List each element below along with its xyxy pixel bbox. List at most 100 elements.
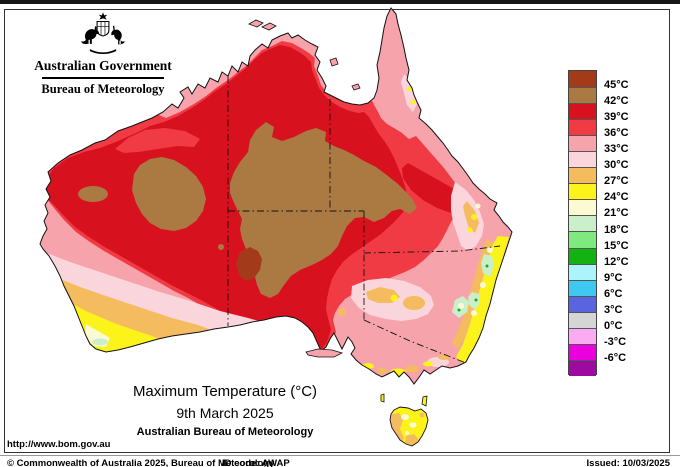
- government-title: Australian Government: [34, 58, 172, 73]
- legend-color-swatch: [569, 103, 596, 120]
- king-island: [380, 393, 385, 403]
- footer-strip: © Commonwealth of Australia 2025, Bureau…: [0, 455, 680, 467]
- band-21-24-tas3: [405, 431, 409, 435]
- flinders-island: [421, 395, 428, 407]
- band-27-30-tas-west: [390, 413, 404, 445]
- map-date: 9th March 2025: [176, 405, 274, 421]
- legend-color-swatch: [569, 215, 596, 232]
- tiwi-island2: [261, 22, 277, 31]
- band-42-45-central: [230, 122, 417, 298]
- legend-tick-label: 9°C: [604, 271, 623, 284]
- bom-url: http://www.bom.gov.au: [7, 439, 111, 450]
- legend-tick-label: 15°C: [604, 239, 629, 252]
- legend-color-swatch: [569, 87, 596, 104]
- legend-color-swatch: [569, 119, 596, 136]
- legend-tick-label: -3°C: [604, 335, 627, 348]
- mainland-coastline: [39, 7, 513, 385]
- legend-color-swatch: [569, 311, 596, 328]
- legend-color-swatch: [569, 151, 596, 168]
- groote-island: [329, 57, 339, 67]
- legend-tick-label: 42°C: [604, 95, 629, 108]
- legend-color-swatch: [569, 263, 596, 280]
- band-24-27-qld-dot: [471, 214, 477, 220]
- legend-tick-label: 36°C: [604, 127, 629, 140]
- band-27-30-vic2: [438, 354, 450, 360]
- caption-block: Maximum Temperature (°C) 9th March 2025 …: [75, 383, 375, 438]
- band-21-24-nsw-dot3: [471, 310, 477, 316]
- logo-divider: [42, 77, 164, 79]
- band-21-24-tas2: [409, 422, 417, 428]
- legend-color-swatch: [569, 327, 596, 344]
- band-42-45-wa-west: [78, 186, 108, 202]
- australian-coat-of-arms-icon: [81, 12, 125, 55]
- legend-color-swatch: [569, 279, 596, 296]
- temperature-legend: 45°C 42°C 39°C 36°C 33°C 30°C 27°C 24°C 21°C 18°C…: [568, 70, 648, 376]
- legend-tick-label: 18°C: [604, 223, 629, 236]
- band-27-30-nsw2: [403, 296, 425, 310]
- legend-color-swatch: [569, 167, 596, 184]
- legend-tick-label: 6°C: [604, 287, 623, 300]
- band-21-24-tas: [401, 414, 409, 420]
- band-21-24-nsw-dot2: [480, 282, 486, 288]
- mornington-island: [351, 83, 361, 91]
- band-36-39-pilbara-streak: [115, 128, 200, 153]
- band-24-27-cairns-dot2: [410, 99, 416, 105]
- legend-tick-label: 24°C: [604, 191, 629, 204]
- legend-tick-label: 0°C: [604, 319, 623, 332]
- legend-color-swatch: [569, 247, 596, 264]
- legend-color-swatch: [569, 135, 596, 152]
- id-code-text: ID code: AWAP: [222, 458, 290, 467]
- legend-color-swatch: [569, 359, 596, 376]
- band-12-15-dot2: [474, 298, 478, 302]
- band-24-27-swwa: [58, 296, 158, 355]
- legend-tick-label: -6°C: [604, 351, 627, 364]
- legend-tick-label: 27°C: [604, 175, 629, 188]
- tasmania-coastline: [389, 406, 429, 447]
- map-title: Maximum Temperature (°C): [132, 383, 318, 400]
- band-21-24-nsw-dot: [487, 247, 493, 253]
- band-27-30-vic3: [377, 368, 387, 374]
- band-24-27-nsw-dot: [390, 294, 398, 302]
- legend-color-swatch: [569, 231, 596, 248]
- legend-tick-label: 33°C: [604, 143, 629, 156]
- band-18-21-swwa: [92, 338, 108, 346]
- legend-tick-label: 12°C: [604, 255, 629, 268]
- band-42-45-wa: [132, 157, 206, 231]
- copyright-text: © Commonwealth of Australia 2025, Bureau…: [7, 458, 275, 467]
- band-27-30-tas-dot: [419, 412, 425, 418]
- legend-tick-label: 30°C: [604, 159, 629, 172]
- band-24-27-qld-dot2: [467, 227, 473, 233]
- kangaroo-island: [305, 348, 344, 358]
- legend-color-swatch: [569, 183, 596, 200]
- band-21-24-snowy-dot: [458, 303, 464, 309]
- legend-color-column: [568, 70, 597, 376]
- band-21-24-qld-dot: [475, 203, 481, 209]
- band-24-27-vic3: [423, 361, 433, 367]
- band-27-30-vic: [405, 365, 419, 373]
- band-27-30-sa-dot: [338, 308, 346, 316]
- band-39-42: [40, 45, 407, 352]
- band-12-15-snowy-dot: [457, 308, 461, 312]
- band-42-45-dot: [218, 244, 224, 250]
- issued-text: Issued: 10/03/2025: [586, 458, 670, 467]
- tiwi-island: [248, 19, 264, 28]
- legend-color-swatch: [569, 71, 596, 88]
- legend-tick-label: 45°C: [604, 79, 629, 92]
- legend-tick-label: 39°C: [604, 111, 629, 124]
- band-45-plus: [236, 247, 262, 281]
- islands: [248, 19, 428, 407]
- legend-color-swatch: [569, 295, 596, 312]
- agency-title: Bureau of Meteorology: [41, 81, 165, 96]
- band-24-27-cairns-dot: [407, 86, 413, 92]
- band-12-15-dot: [485, 264, 489, 268]
- legend-tick-label: 21°C: [604, 207, 629, 220]
- band-27-30-tas-south: [405, 434, 419, 446]
- band-24-27-nswcoast: [456, 236, 509, 364]
- legend-color-swatch: [569, 199, 596, 216]
- tasmania-bands: [390, 412, 425, 446]
- bom-logo-block: Australian Government Bureau of Meteorol…: [28, 11, 178, 97]
- legend-color-swatch: [569, 343, 596, 360]
- legend-tick-label: 3°C: [604, 303, 623, 316]
